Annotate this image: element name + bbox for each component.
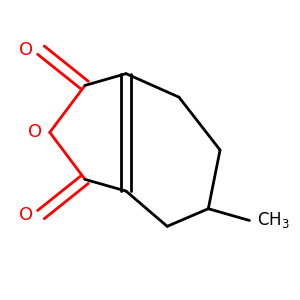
Text: CH$_3$: CH$_3$ xyxy=(257,211,290,230)
Text: O: O xyxy=(20,41,34,59)
Text: O: O xyxy=(20,206,34,224)
Text: O: O xyxy=(28,123,42,141)
